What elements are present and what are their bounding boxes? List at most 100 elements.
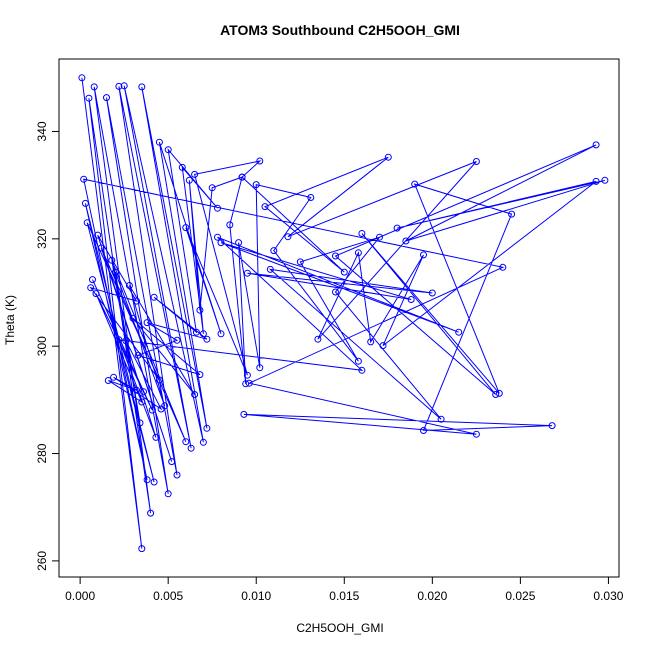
data-point	[150, 478, 158, 486]
data-point	[307, 194, 315, 201]
data-point	[148, 406, 156, 414]
data-point	[203, 424, 211, 432]
data-point	[78, 74, 86, 82]
data-point	[270, 247, 278, 255]
data-point	[472, 158, 480, 165]
data-point	[296, 258, 304, 266]
data-point	[157, 405, 165, 413]
data-point	[238, 173, 246, 181]
data-point	[185, 176, 193, 184]
data-point	[85, 94, 93, 102]
data-point	[103, 94, 110, 102]
data-point	[87, 284, 95, 292]
data-point	[367, 338, 375, 346]
y-tick-label: 340	[35, 121, 49, 141]
data-point	[155, 376, 163, 384]
data-point	[173, 471, 181, 479]
data-point	[196, 306, 204, 314]
data-point	[182, 224, 190, 232]
data-point	[125, 282, 133, 289]
x-tick-label: 0.005	[153, 589, 183, 603]
data-point	[242, 380, 250, 388]
x-tick-label: 0.030	[593, 589, 623, 603]
x-tick-label: 0.020	[417, 589, 447, 603]
data-point	[143, 476, 151, 484]
y-axis: 260 280 300 320 340	[35, 121, 60, 571]
data-point	[592, 177, 600, 185]
data-point	[120, 82, 128, 90]
data-point	[150, 293, 158, 301]
data-point	[358, 366, 366, 374]
data-point	[214, 233, 221, 241]
data-point	[245, 379, 253, 387]
data-point	[548, 422, 556, 430]
data-point	[252, 181, 260, 189]
data-point	[136, 419, 144, 427]
data-point	[191, 391, 199, 398]
x-tick-label: 0.015	[329, 589, 359, 603]
data-point	[495, 389, 503, 397]
data-point	[155, 138, 163, 146]
data-point	[508, 210, 516, 218]
x-axis-label: C2H5OOH_GMI	[296, 621, 383, 635]
data-point	[187, 444, 195, 452]
data-point	[143, 319, 151, 327]
data-point	[240, 410, 248, 418]
y-tick-label: 280	[35, 443, 49, 463]
data-point	[140, 388, 147, 396]
data-point	[138, 83, 146, 91]
data-point	[81, 199, 89, 207]
data-point	[393, 224, 401, 232]
y-tick-label: 320	[35, 228, 49, 248]
data-point	[492, 391, 500, 398]
data-point	[379, 342, 387, 350]
y-tick-label: 300	[35, 336, 49, 356]
data-point	[354, 357, 362, 365]
data-point	[402, 237, 410, 245]
data-point	[92, 290, 100, 298]
data-point	[332, 252, 339, 260]
data-point	[164, 490, 172, 498]
data-point	[191, 170, 199, 178]
data-point	[203, 335, 211, 343]
data-point	[133, 386, 140, 394]
x-tick-label: 0.010	[241, 589, 271, 603]
data-point	[376, 233, 383, 241]
chart-title: ATOM3 Southbound C2H5OOH_GMI	[220, 22, 460, 38]
data-point	[108, 256, 116, 264]
y-axis-label: Theta (K)	[3, 295, 17, 345]
data-point	[420, 251, 427, 259]
data-point	[164, 146, 172, 154]
data-point	[196, 371, 204, 379]
plot-frame	[58, 58, 620, 578]
data-point	[472, 430, 480, 438]
x-tick-label: 0.000	[65, 589, 95, 603]
data-point	[340, 268, 348, 276]
data-point	[138, 398, 146, 406]
data-point	[89, 276, 96, 284]
data-point	[83, 219, 91, 227]
data-point	[168, 458, 176, 466]
data-point	[115, 82, 123, 90]
data-point	[173, 336, 181, 344]
data-point	[110, 373, 118, 381]
series-line	[81, 77, 606, 549]
data-point	[243, 269, 251, 277]
data-point	[182, 438, 190, 446]
data-point	[226, 221, 234, 229]
data-point	[455, 328, 463, 336]
data-point	[243, 371, 251, 379]
data-point	[592, 141, 600, 149]
data-point	[94, 231, 102, 239]
data-point	[358, 230, 366, 237]
data-point	[235, 239, 243, 247]
x-tick-label: 0.025	[505, 589, 535, 603]
data-point	[266, 265, 274, 273]
data-point	[134, 351, 142, 359]
data-point	[411, 180, 419, 188]
data-point	[261, 203, 269, 211]
data-point	[384, 153, 392, 161]
data-point	[499, 263, 507, 271]
data-point	[214, 204, 221, 212]
